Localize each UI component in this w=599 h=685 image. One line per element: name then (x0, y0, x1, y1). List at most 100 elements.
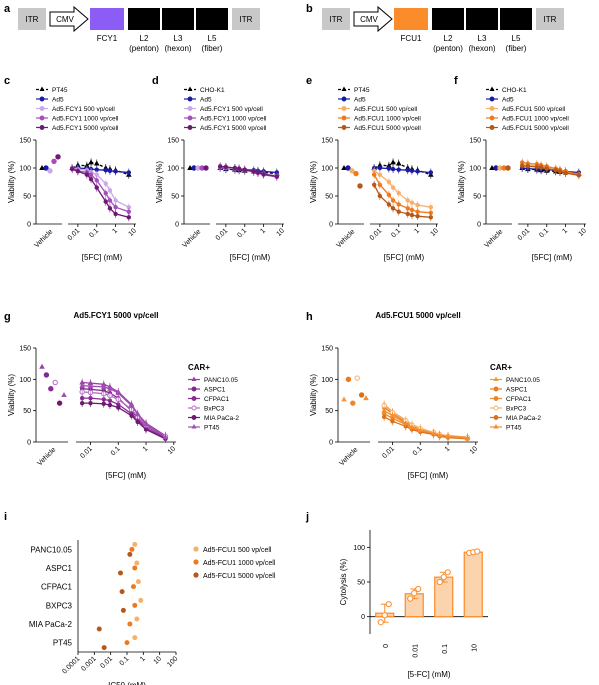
vehicle-point (341, 396, 347, 402)
legend-marker (341, 96, 347, 102)
legend-marker (39, 115, 45, 121)
vehicle-point (47, 168, 53, 174)
vehicle-point (43, 372, 50, 378)
gene-label: L2 (444, 34, 453, 43)
itr-label: ITR (544, 15, 557, 24)
legend-label: PANC10.05 (204, 377, 238, 384)
x-axis-label: [5-FC] (mM) (407, 670, 450, 679)
x-tick-label: 0.01 (99, 655, 114, 670)
x-tick-label: 10 (167, 445, 178, 456)
legend-marker (493, 405, 499, 411)
vehicle-point (203, 165, 209, 171)
panel-label: c (4, 75, 10, 87)
series-line (71, 168, 129, 218)
y-tick-label: 150 (321, 138, 333, 145)
legend-marker (191, 386, 197, 392)
data-point (132, 635, 138, 641)
legend-label: Ad5.FCU1 500 vp/cell (354, 106, 418, 113)
data-point (130, 584, 136, 590)
genome-construct: ITR CMV FCU1 L2(penton) L3(hexon) L5(fiber) IT… (322, 5, 564, 53)
x-tick-label: 0.01 (517, 227, 532, 242)
legend-label: PT45 (506, 425, 522, 432)
y-axis-label: Cytolysis (%) (339, 558, 348, 605)
x-tick-label: 0.1 (88, 227, 100, 239)
vehicle-point (489, 165, 495, 170)
legend-label: BxPC3 (506, 406, 527, 413)
legend-label: Ad5.FCU1 5000 vp/cell (354, 125, 421, 132)
legend-marker (489, 86, 495, 91)
itr-label: ITR (240, 15, 253, 24)
y-tick-label: 150 (321, 346, 333, 353)
vehicle-point (353, 170, 359, 177)
series-line (374, 167, 431, 174)
x-axis-label: [5FC] (mM) (408, 471, 449, 480)
category-label: ASPC1 (46, 564, 73, 573)
legend-label: Ad5.FCY1 500 vp/cell (52, 106, 115, 113)
chart-c: 0 50 100 150 0.01 0.1 1 10 Vehicle Viability (%) [… (7, 86, 138, 262)
y-tick-label: 100 (167, 166, 179, 173)
promoter-label: CMV (360, 15, 378, 24)
legend-label: ASPC1 (506, 387, 528, 394)
y-axis-label: Viability (%) (7, 161, 16, 203)
legend-label: PT45 (52, 87, 68, 94)
legend-marker (191, 424, 197, 429)
legend-label: Ad5-FCU1 1000 vp/cell (203, 560, 276, 567)
data-point (407, 595, 414, 602)
data-point (127, 621, 133, 627)
data-point (135, 579, 141, 585)
y-tick-label: 100 (321, 377, 333, 384)
vehicle-point (48, 386, 54, 392)
vehicle-point (345, 376, 352, 383)
series-line (71, 167, 130, 213)
legend-label: Ad5.FCU1 5000 vp/cell (502, 125, 569, 132)
legend-marker (187, 115, 193, 121)
vehicle-point (55, 154, 61, 160)
x-axis-label: [5FC] (mM) (384, 253, 425, 262)
y-tick-label: 50 (23, 194, 31, 201)
category-label: PT45 (53, 639, 73, 648)
data-point (119, 589, 125, 595)
panel-label: j (305, 511, 309, 523)
legend-label: Ad5 (200, 97, 212, 104)
chart-f: 0 50 100 150 0.01 0.1 1 10 Vehicle Viability (%) [… (457, 86, 588, 262)
legend: PT45 Ad5 Ad5.FCY1 500 vp/cell Ad5.FCY1 1000… (36, 86, 119, 132)
vehicle-point (61, 392, 67, 397)
y-tick-label: 100 (469, 166, 481, 173)
x-tick-label: 0.01 (412, 644, 419, 658)
legend-label: ASPC1 (204, 387, 226, 394)
itr-label: ITR (26, 15, 39, 24)
y-tick-label: 0 (27, 440, 31, 447)
legend-marker (489, 125, 495, 130)
legend-label: CHO-K1 (200, 87, 225, 94)
legend-marker (493, 396, 499, 401)
gene-box (466, 8, 498, 30)
gene-sublabel: (fiber) (506, 44, 527, 53)
data-point (444, 569, 451, 576)
legend-label: Ad5.FCU1 1000 vp/cell (502, 116, 569, 123)
x-tick-label: 10 (577, 227, 588, 238)
legend-label: CFPAC1 (506, 396, 532, 403)
panel-label: i (4, 511, 7, 523)
legend-marker (489, 106, 495, 111)
x-tick-label: 0 (383, 644, 390, 648)
data-point (134, 616, 140, 622)
vehicle-point (350, 400, 356, 406)
data-point (436, 578, 443, 586)
panel-label: a (4, 3, 11, 15)
y-tick-label: 100 (321, 166, 333, 173)
y-tick-label: 50 (357, 580, 365, 587)
y-tick-label: 100 (19, 377, 31, 384)
promoter-label: CMV (56, 15, 74, 24)
data-point (132, 602, 138, 608)
legend-label: Ad5.FCY1 5000 vp/cell (200, 125, 267, 132)
vehicle-point (56, 400, 63, 406)
y-tick-label: 0 (27, 222, 31, 229)
panel-label: f (454, 75, 458, 87)
data-point (118, 570, 124, 576)
x-tick-label: 0.1 (110, 445, 122, 457)
x-tick-label: 100 (166, 655, 179, 668)
gene-sublabel: (fiber) (202, 44, 223, 53)
data-point (101, 645, 107, 651)
data-point (381, 612, 388, 619)
